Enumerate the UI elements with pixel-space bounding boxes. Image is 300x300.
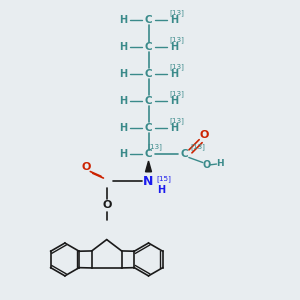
Text: O: O bbox=[202, 160, 211, 170]
Text: H: H bbox=[170, 15, 178, 25]
Text: [13]: [13] bbox=[190, 143, 205, 150]
Text: H: H bbox=[170, 96, 178, 106]
Text: C: C bbox=[145, 69, 152, 79]
Text: C: C bbox=[145, 96, 152, 106]
Text: H: H bbox=[119, 42, 127, 52]
Text: [13]: [13] bbox=[169, 117, 184, 124]
Text: C: C bbox=[145, 42, 152, 52]
Text: [13]: [13] bbox=[169, 9, 184, 16]
Text: C: C bbox=[145, 149, 152, 160]
Text: H: H bbox=[119, 15, 127, 25]
Text: [13]: [13] bbox=[147, 143, 162, 150]
Text: O: O bbox=[199, 130, 208, 140]
Text: [13]: [13] bbox=[169, 36, 184, 43]
Text: H: H bbox=[157, 185, 165, 195]
Text: H: H bbox=[119, 96, 127, 106]
Text: [13]: [13] bbox=[169, 90, 184, 97]
Text: H: H bbox=[119, 149, 127, 160]
Text: [15]: [15] bbox=[157, 175, 172, 182]
Text: C: C bbox=[145, 15, 152, 25]
Text: N: N bbox=[143, 175, 154, 188]
Text: O: O bbox=[82, 162, 91, 172]
Text: H: H bbox=[119, 69, 127, 79]
Text: H: H bbox=[119, 123, 127, 133]
Text: H: H bbox=[170, 42, 178, 52]
Text: H: H bbox=[170, 69, 178, 79]
Text: C: C bbox=[181, 149, 188, 160]
Text: C: C bbox=[145, 123, 152, 133]
Text: H: H bbox=[216, 159, 224, 168]
Polygon shape bbox=[146, 161, 152, 172]
Text: O: O bbox=[102, 200, 111, 210]
Text: [13]: [13] bbox=[169, 63, 184, 70]
Text: H: H bbox=[170, 123, 178, 133]
